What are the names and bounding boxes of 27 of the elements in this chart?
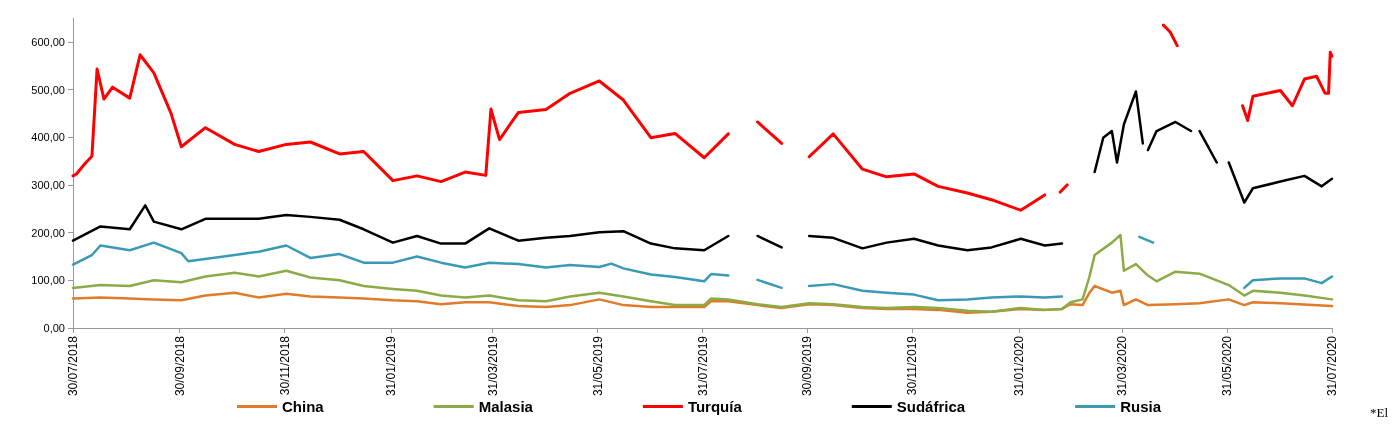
y-tick-label: 500,00 xyxy=(31,83,65,96)
x-tick-label: 31/03/2019 xyxy=(485,335,500,397)
legend-label: Malasia xyxy=(478,398,534,415)
x-tick-label: 30/09/2019 xyxy=(800,335,815,397)
y-tick-label: 300,00 xyxy=(31,178,65,191)
x-tick-label: 30/11/2018 xyxy=(277,335,292,396)
x-tick-label: 31/01/2020 xyxy=(1011,335,1026,397)
text: *El xyxy=(1369,405,1389,420)
y-tick-label: 100,00 xyxy=(31,274,65,287)
x-tick-label: 30/09/2018 xyxy=(172,335,187,397)
y-tick-label: 0,00 xyxy=(43,322,65,334)
y-tick-label: 400,00 xyxy=(31,131,65,144)
y-tick-label: 200,00 xyxy=(31,226,65,239)
x-tick-label: 31/01/2019 xyxy=(384,335,399,397)
x-tick-label: 30/07/2018 xyxy=(66,335,80,397)
x-tick-label: 31/05/2019 xyxy=(590,335,605,397)
legend-label: Sudáfrica xyxy=(896,398,966,415)
x-tick-label: 31/07/2020 xyxy=(1325,335,1339,397)
x-tick-label: 31/03/2020 xyxy=(1115,335,1130,397)
y-tick-label: 600,00 xyxy=(31,35,65,48)
line-series xyxy=(71,233,1334,314)
legend-label: Turquía xyxy=(687,398,743,415)
x-tick-label: 30/11/2019 xyxy=(905,335,920,396)
x-tick-label: 31/05/2020 xyxy=(1220,335,1235,397)
legend-label: Rusia xyxy=(1120,398,1162,415)
x-tick-label: 31/07/2019 xyxy=(695,335,710,397)
legend-label: China xyxy=(282,398,325,415)
